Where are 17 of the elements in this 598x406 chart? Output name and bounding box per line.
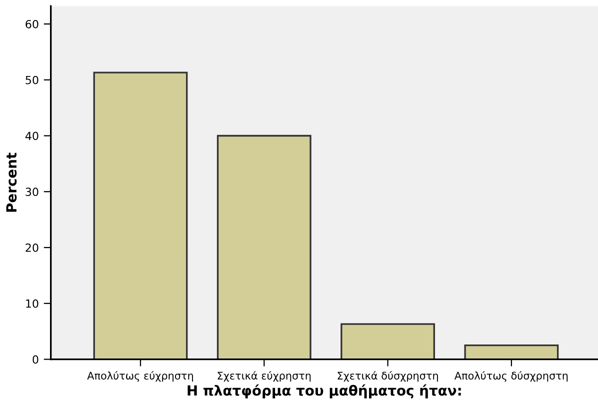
y-tick-label: 10 (26, 299, 38, 308)
x-axis-title: Η πλατφόρμα του μαθήματος ήταν: (188, 384, 461, 398)
x-tick-label: Σχετικά εύχρηστη (218, 371, 311, 382)
x-tick-label: Απολύτως εύχρηστη (87, 371, 193, 382)
y-tick-label: 20 (26, 244, 38, 252)
bar (340, 323, 435, 360)
y-tick-label: 0 (32, 355, 38, 364)
y-tick-label: 60 (26, 20, 38, 28)
x-tick-label: Σχετικά δύσχρηστη (338, 371, 438, 382)
y-axis-title: Percent (6, 152, 17, 212)
y-tick-label: 40 (25, 132, 38, 140)
bar (464, 344, 559, 360)
x-tick-label: Απολύτως δύσχρηστη (454, 371, 568, 382)
y-tick-label: 30 (26, 188, 38, 196)
y-tick-label: 50 (26, 76, 38, 84)
bar (216, 134, 312, 360)
bar (93, 72, 188, 360)
